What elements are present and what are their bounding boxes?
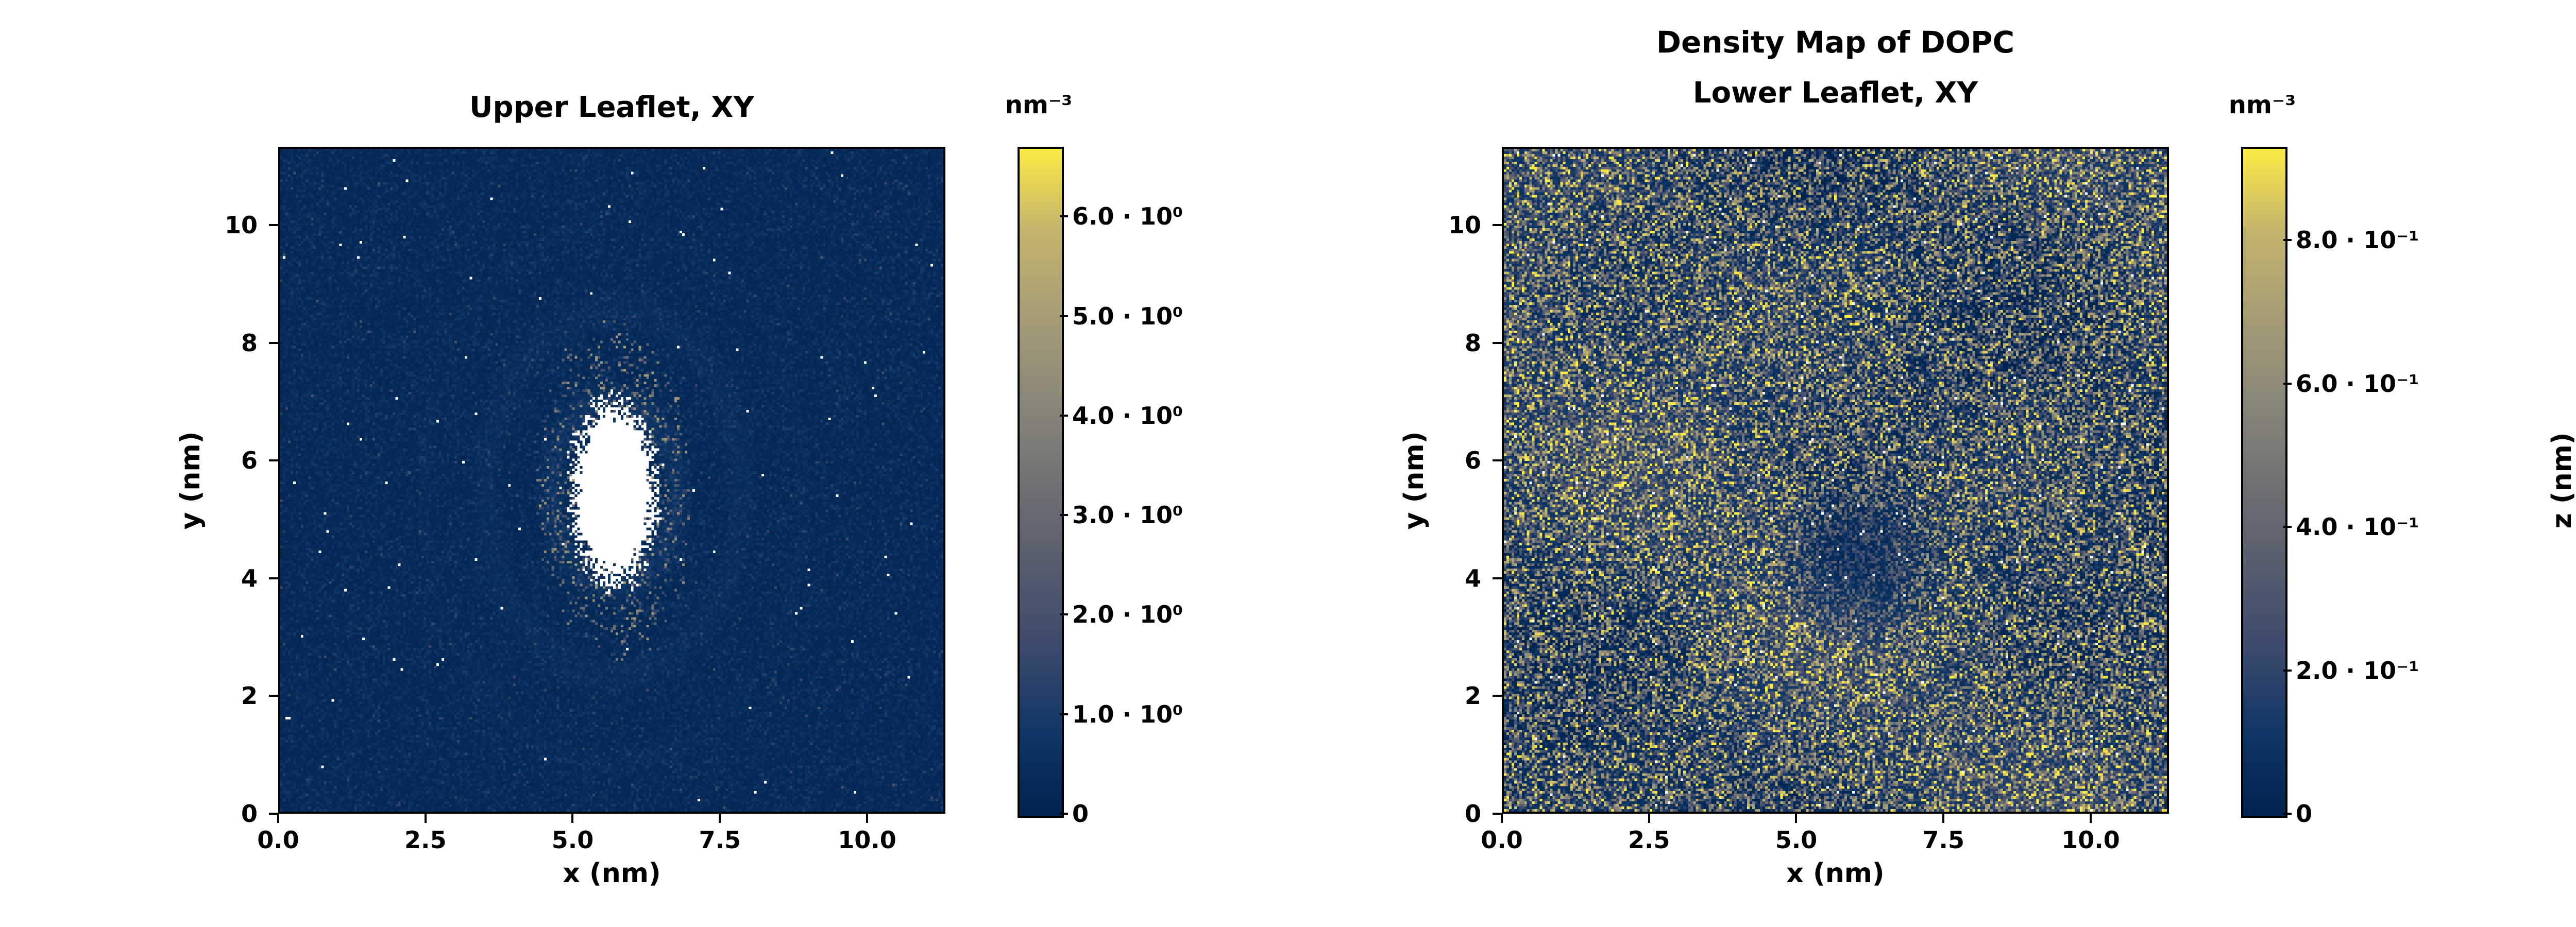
y-tick-label: 6 [241, 447, 258, 475]
colorbar-tick-label: 3.0 · 10⁰ [1072, 501, 1183, 529]
colorbar-tick-label: 2.0 · 10⁻¹ [2296, 656, 2419, 684]
x-tick-label: 5.0 [551, 826, 594, 854]
colorbar-tick-label: 8.0 · 10⁻¹ [2296, 226, 2419, 254]
colorbar-tick-label: 2.0 · 10⁰ [1072, 600, 1183, 629]
x-axis-label: x (nm) [563, 858, 661, 889]
panel-title: Upper Leaflet, XY [469, 91, 754, 124]
colorbar-tick-mark [2283, 382, 2292, 385]
x-tick-label: 2.5 [1628, 826, 1670, 854]
x-tick-mark [1648, 814, 1650, 823]
y-tick-mark [269, 695, 278, 697]
x-tick-mark [277, 814, 279, 823]
colorbar-tick-label: 4.0 · 10⁰ [1072, 401, 1183, 430]
y-tick-mark [1493, 459, 1502, 462]
panel-title: Lower Leaflet, XY [1692, 76, 1978, 110]
x-tick-label: 7.5 [1922, 826, 1964, 854]
y-tick-mark [1493, 695, 1502, 697]
y-tick-label: 10 [224, 211, 258, 239]
plot-area [1502, 147, 2169, 814]
y-axis-label: y (nm) [1399, 431, 1430, 529]
y-tick-mark [269, 813, 278, 815]
x-tick-mark [1501, 814, 1503, 823]
x-tick-mark [719, 814, 721, 823]
colorbar-tick-label: 0 [1072, 800, 1089, 828]
colorbar-tick-mark [2283, 813, 2292, 815]
y-axis-label: y (nm) [175, 431, 206, 529]
y-tick-mark [269, 459, 278, 462]
y-tick-label: 4 [241, 564, 258, 592]
y-tick-mark [1493, 577, 1502, 579]
y-tick-label: 0 [2521, 467, 2576, 494]
colorbar-tick-mark [1060, 215, 1068, 218]
colorbar-tick-mark [1060, 613, 1068, 616]
y-tick-label: -4 [2521, 750, 2576, 778]
y-tick-label: 2 [1464, 682, 1481, 710]
y-tick-label: 6 [1464, 447, 1481, 475]
y-tick-mark [269, 341, 278, 344]
x-tick-mark [1795, 814, 1798, 823]
x-tick-label: 5.0 [1775, 826, 1818, 854]
colorbar-tick-mark [2283, 526, 2292, 528]
colorbar-unit-label: nm⁻³ [2228, 91, 2296, 119]
colorbar-tick-mark [1060, 315, 1068, 317]
colorbar-tick-mark [1060, 813, 1068, 815]
colorbar-tick-label: 6.0 · 10⁰ [1072, 202, 1183, 231]
y-tick-label: 4 [2521, 182, 2576, 210]
y-tick-mark [269, 577, 278, 579]
y-tick-mark [269, 224, 278, 227]
x-tick-mark [571, 814, 574, 823]
colorbar-tick-mark [1060, 713, 1068, 715]
y-tick-label: 10 [1448, 211, 1481, 239]
colorbar-tick-label: 1.0 · 10⁰ [1072, 700, 1183, 728]
colorbar-tick-label: 0 [2296, 800, 2313, 828]
y-tick-label: 0 [1464, 800, 1481, 828]
colorbar-tick-mark [2283, 669, 2292, 672]
y-tick-label: -2 [2521, 608, 2576, 636]
colorbar-tick-mark [2283, 239, 2292, 242]
y-tick-label: 4 [1464, 564, 1481, 592]
x-tick-label: 7.5 [699, 826, 741, 854]
y-tick-label: 2 [2521, 324, 2576, 352]
density-heatmap-canvas [280, 149, 943, 812]
density-heatmap-canvas [1504, 149, 2167, 812]
colorbar-tick-label: 5.0 · 10⁰ [1072, 302, 1183, 330]
x-tick-label: 10.0 [2061, 826, 2120, 854]
x-tick-mark [1942, 814, 1945, 823]
x-tick-label: 0.0 [257, 826, 299, 854]
colorbar-unit-label: nm⁻³ [1005, 91, 1073, 119]
figure-suptitle: Density Map of DOPC [1656, 25, 2015, 60]
y-tick-label: 0 [241, 800, 258, 828]
x-tick-mark [424, 814, 427, 823]
y-tick-label: 8 [1464, 329, 1481, 357]
x-tick-mark [866, 814, 868, 823]
colorbar-tick-mark [1060, 414, 1068, 417]
x-tick-label: 0.0 [1481, 826, 1523, 854]
y-tick-label: 2 [241, 682, 258, 710]
x-tick-mark [2089, 814, 2092, 823]
colorbar [1018, 147, 1064, 818]
x-tick-label: 10.0 [838, 826, 896, 854]
colorbar-tick-mark [1060, 514, 1068, 517]
y-tick-label: 8 [241, 329, 258, 357]
y-tick-mark [1493, 813, 1502, 815]
colorbar [2241, 147, 2287, 818]
plot-area [278, 147, 945, 814]
y-tick-mark [1493, 224, 1502, 227]
colorbar-tick-label: 4.0 · 10⁻¹ [2296, 513, 2419, 541]
colorbar-tick-label: 6.0 · 10⁻¹ [2296, 369, 2419, 398]
x-tick-label: 2.5 [404, 826, 447, 854]
y-tick-mark [1493, 341, 1502, 344]
x-axis-label: x (nm) [1786, 858, 1885, 889]
